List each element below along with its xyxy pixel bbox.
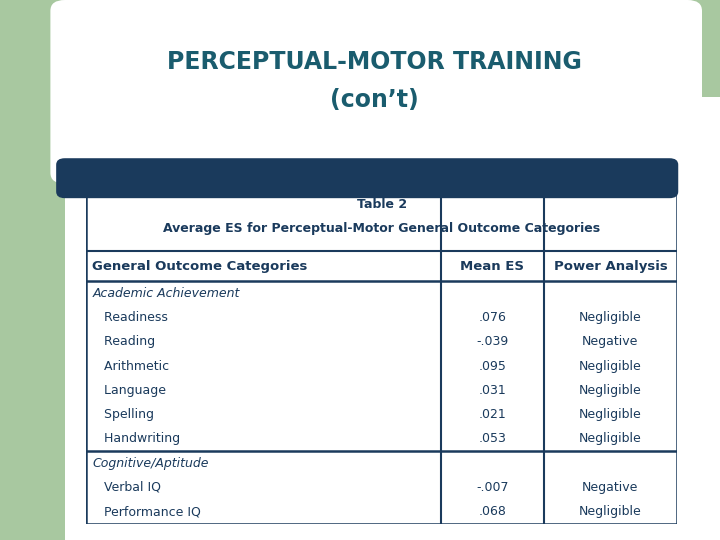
Text: -.039: -.039 — [476, 335, 508, 348]
Text: Language: Language — [92, 384, 166, 397]
Text: .076: .076 — [478, 311, 506, 324]
Text: Cognitive/Aptitude: Cognitive/Aptitude — [92, 457, 209, 470]
Text: Table 2: Table 2 — [356, 199, 407, 212]
Text: Negligible: Negligible — [579, 384, 642, 397]
Text: General Outcome Categories: General Outcome Categories — [92, 260, 307, 273]
Text: Negligible: Negligible — [579, 505, 642, 518]
Text: .053: .053 — [478, 433, 506, 446]
Text: Negligible: Negligible — [579, 433, 642, 446]
Text: Negative: Negative — [582, 481, 639, 494]
FancyBboxPatch shape — [86, 192, 677, 524]
Text: Reading: Reading — [92, 335, 156, 348]
Text: PERCEPTUAL-MOTOR TRAINING: PERCEPTUAL-MOTOR TRAINING — [167, 50, 582, 74]
Text: Power Analysis: Power Analysis — [554, 260, 667, 273]
Text: Performance IQ: Performance IQ — [92, 505, 201, 518]
Text: Negligible: Negligible — [579, 408, 642, 421]
Text: .031: .031 — [478, 384, 506, 397]
Text: -.007: -.007 — [476, 481, 508, 494]
Text: Mean ES: Mean ES — [460, 260, 524, 273]
Text: .021: .021 — [478, 408, 506, 421]
Text: Negative: Negative — [582, 335, 639, 348]
Text: .068: .068 — [478, 505, 506, 518]
Text: Negligible: Negligible — [579, 360, 642, 373]
Text: Academic Achievement: Academic Achievement — [92, 287, 240, 300]
Text: Handwriting: Handwriting — [92, 433, 181, 446]
Text: .095: .095 — [478, 360, 506, 373]
Text: Average ES for Perceptual-Motor General Outcome Categories: Average ES for Perceptual-Motor General … — [163, 222, 600, 235]
Text: Arithmetic: Arithmetic — [92, 360, 169, 373]
Text: Verbal IQ: Verbal IQ — [92, 481, 161, 494]
Text: Readiness: Readiness — [92, 311, 168, 324]
Text: (con’t): (con’t) — [330, 88, 419, 112]
Text: Negligible: Negligible — [579, 311, 642, 324]
Text: Spelling: Spelling — [92, 408, 154, 421]
